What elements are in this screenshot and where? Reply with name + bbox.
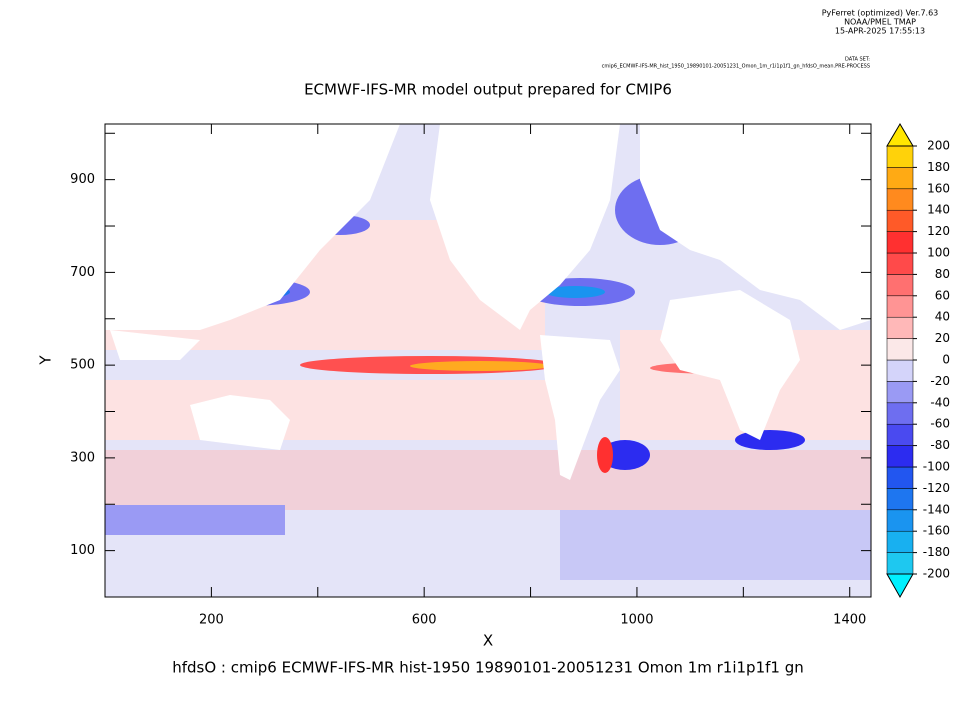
colorbar-bin [886, 530, 914, 553]
colorbar-label: 140 [927, 203, 950, 217]
dataset-label: DATA SET: [845, 57, 870, 63]
colorbar-label: -160 [923, 524, 950, 538]
colorbar-label: 80 [935, 267, 950, 281]
colorbar-label: -180 [923, 545, 950, 559]
colorbar-bin [886, 167, 914, 190]
colorbar-bin [886, 402, 914, 425]
colorbar-bin [886, 488, 914, 511]
software: PyFerret (optimized) Ver.7.63 [822, 9, 939, 18]
colorbar-bin [886, 359, 914, 382]
colorbar-bin [886, 445, 914, 468]
colorbar-label: -80 [930, 438, 950, 452]
colorbar-bin [886, 466, 914, 489]
colorbar-label: 100 [927, 246, 950, 260]
colorbar-bin [886, 552, 914, 575]
colorbar-label: 160 [927, 181, 950, 195]
y-tick-label: 100 [70, 543, 95, 558]
colorbar-label: 20 [935, 331, 950, 345]
colorbar-under [886, 573, 914, 599]
colorbar-bin [886, 338, 914, 361]
colorbar-label: 0 [942, 353, 950, 367]
x-axis-label: X [483, 632, 493, 650]
x-tick-label: 200 [199, 613, 224, 628]
colorbar-bin [886, 209, 914, 232]
x-tick-label: 600 [412, 613, 437, 628]
colorbar-label: -140 [923, 502, 950, 516]
colorbar-label: 180 [927, 160, 950, 174]
org: NOAA/PMEL TMAP [844, 18, 916, 27]
colorbar-bin [886, 252, 914, 275]
y-axis-label: Y [37, 355, 55, 366]
colorbar-label: -100 [923, 460, 950, 474]
y-tick-label: 900 [70, 172, 95, 187]
colorbar-bin [886, 316, 914, 339]
y-tick-label: 300 [70, 450, 95, 465]
plot-frame [104, 123, 872, 598]
colorbar-label: 40 [935, 310, 950, 324]
colorbar-label: -200 [923, 567, 950, 581]
colorbar-label: 200 [927, 139, 950, 153]
y-tick-label: 700 [70, 265, 95, 280]
colorbar-label: -40 [930, 395, 950, 409]
colorbar-bin [886, 231, 914, 254]
colorbar-label: -20 [930, 374, 950, 388]
timestamp: 15-APR-2025 17:55:13 [835, 27, 925, 36]
colorbar-bin [886, 423, 914, 446]
x-tick-label: 1000 [620, 613, 653, 628]
colorbar-label: -60 [930, 417, 950, 431]
colorbar-bin [886, 188, 914, 211]
colorbar-label: 60 [935, 288, 950, 302]
field [105, 124, 871, 597]
colorbar-label: 120 [927, 224, 950, 238]
caption: hfdsO : cmip6 ECMWF-IFS-MR hist-1950 198… [172, 659, 804, 677]
colorbar-label: -120 [923, 481, 950, 495]
colorbar-bin [886, 295, 914, 318]
colorbar-bin [886, 381, 914, 404]
chart-title: ECMWF-IFS-MR model output prepared for C… [304, 81, 672, 99]
colorbar-bin [886, 509, 914, 532]
colorbar-over [886, 123, 914, 147]
y-tick-label: 500 [70, 358, 95, 373]
dataset: cmip6_ECMWF-IFS-MR_hist_1950_19890101-20… [602, 64, 870, 70]
colorbar-bin [886, 145, 914, 168]
x-tick-label: 1400 [833, 613, 866, 628]
colorbar-bin [886, 274, 914, 297]
